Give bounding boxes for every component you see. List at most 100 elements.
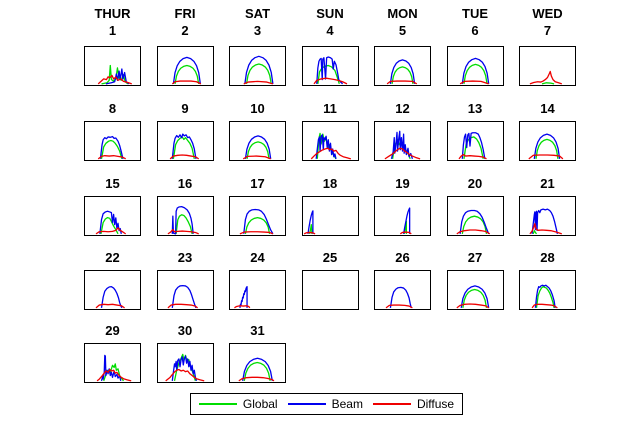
diffuse-curve-day-5: [387, 81, 417, 84]
day-subplot-2: [156, 46, 214, 86]
day-number-11: 11: [323, 101, 337, 116]
day-subplot-1: [84, 46, 141, 86]
day-number-25: 25: [322, 250, 338, 265]
day-subplot-13: [446, 121, 504, 161]
global-line-swatch: [198, 403, 237, 405]
global-curve-day-10: [247, 142, 269, 159]
diffuse-curve-day-9: [170, 155, 199, 159]
diffuse-curve-day-29: [97, 370, 131, 381]
day-subplot-6: [446, 46, 504, 86]
global-curve-day-9: [173, 137, 194, 159]
diffuse-curve-day-31: [239, 377, 274, 381]
diffuse-curve-day-18: [304, 232, 315, 233]
day-number-6: 6: [471, 23, 479, 38]
global-curve-day-16: [176, 215, 192, 234]
day-subplot-4: [301, 46, 359, 86]
beam-curve-day-1: [106, 69, 129, 84]
day-number-31: 31: [250, 323, 265, 338]
diffuse-curve-day-26: [386, 305, 412, 308]
day-number-23: 23: [177, 250, 193, 265]
beam-curve-day-4: [316, 57, 342, 84]
day-number-4: 4: [326, 23, 334, 38]
weekday-header-wed: WED: [532, 6, 563, 21]
diffuse-curve-day-16: [167, 230, 198, 234]
diffuse-curve-day-22: [96, 304, 125, 308]
diffuse-curve-day-10: [243, 156, 271, 159]
diffuse-curve-day-14: [529, 155, 563, 159]
day-number-12: 12: [395, 101, 410, 116]
beam-curve-day-17: [244, 209, 273, 233]
beam-curve-day-26: [390, 287, 411, 307]
beam-curve-day-28: [535, 285, 555, 308]
day-number-18: 18: [322, 176, 338, 191]
day-number-20: 20: [467, 176, 483, 191]
day-subplot-14: [519, 121, 576, 161]
day-number-5: 5: [398, 23, 407, 38]
global-curve-day-20: [462, 216, 486, 234]
beam-curve-day-18: [307, 211, 312, 234]
legend: Global Beam Diffuse: [190, 393, 463, 415]
beam-curve-day-23: [172, 286, 196, 308]
global-curve-day-2: [175, 65, 199, 83]
beam-curve-day-21: [532, 209, 557, 234]
day-subplot-3: [229, 46, 286, 86]
diffuse-curve-day-12: [385, 148, 420, 159]
diffuse-line-swatch: [372, 403, 411, 405]
beam-curve-day-10: [245, 136, 270, 159]
day-subplot-25: [301, 270, 359, 310]
day-subplot-19: [374, 196, 431, 236]
day-subplot-23: [156, 270, 214, 310]
legend-label-diffuse: Diffuse: [416, 397, 455, 411]
global-curve-day-21: [533, 231, 536, 234]
weekday-header-mon: MON: [387, 6, 418, 21]
day-subplot-29: [84, 343, 141, 383]
global-curve-day-31: [244, 362, 270, 380]
day-subplot-11: [301, 121, 359, 161]
diffuse-curve-day-8: [98, 156, 126, 159]
diffuse-curve-day-3: [244, 81, 273, 83]
day-number-2: 2: [181, 23, 189, 38]
diffuse-curve-day-27: [456, 304, 488, 308]
diffuse-curve-day-2: [172, 81, 201, 84]
day-subplot-30: [156, 343, 214, 383]
legend-label-global: Global: [242, 397, 278, 411]
diffuse-curve-day-13: [459, 155, 487, 159]
day-subplot-12: [374, 121, 431, 161]
day-number-27: 27: [467, 250, 483, 265]
beam-curve-day-24: [240, 287, 247, 308]
diffuse-curve-day-23: [167, 304, 197, 308]
beam-curve-day-15: [100, 211, 121, 234]
beam-curve-day-11: [316, 135, 336, 159]
day-subplot-28: [519, 270, 576, 310]
day-number-29: 29: [105, 323, 120, 338]
global-curve-day-3: [247, 64, 272, 84]
day-subplot-27: [446, 270, 504, 310]
legend-entry-global: Global: [198, 397, 278, 411]
day-number-24: 24: [250, 250, 265, 265]
beam-curve-day-3: [245, 56, 273, 84]
beam-curve-day-14: [534, 134, 559, 159]
day-number-22: 22: [105, 250, 120, 265]
diffuse-curve-day-15: [96, 228, 126, 234]
global-curve-day-15: [101, 218, 118, 234]
diffuse-curve-day-28: [532, 304, 557, 308]
global-curve-day-14: [536, 139, 558, 158]
beam-curve-day-30: [172, 356, 196, 381]
beam-curve-day-8: [100, 137, 123, 159]
global-curve-day-8: [102, 140, 122, 158]
day-subplot-7: [519, 46, 576, 86]
day-number-8: 8: [108, 101, 117, 116]
day-number-30: 30: [177, 323, 193, 338]
beam-curve-day-6: [462, 58, 488, 83]
day-subplot-5: [374, 46, 431, 86]
day-number-10: 10: [250, 101, 265, 116]
global-curve-day-18: [309, 225, 311, 234]
diffuse-curve-day-20: [456, 230, 489, 234]
weekday-header-tue: TUE: [462, 6, 488, 21]
global-curve-day-7: [542, 83, 554, 84]
beam-curve-day-13: [462, 133, 485, 159]
legend-label-beam: Beam: [331, 397, 363, 411]
day-number-3: 3: [253, 23, 262, 38]
legend-entry-diffuse: Diffuse: [372, 397, 455, 411]
beam-curve-day-22: [102, 287, 122, 308]
